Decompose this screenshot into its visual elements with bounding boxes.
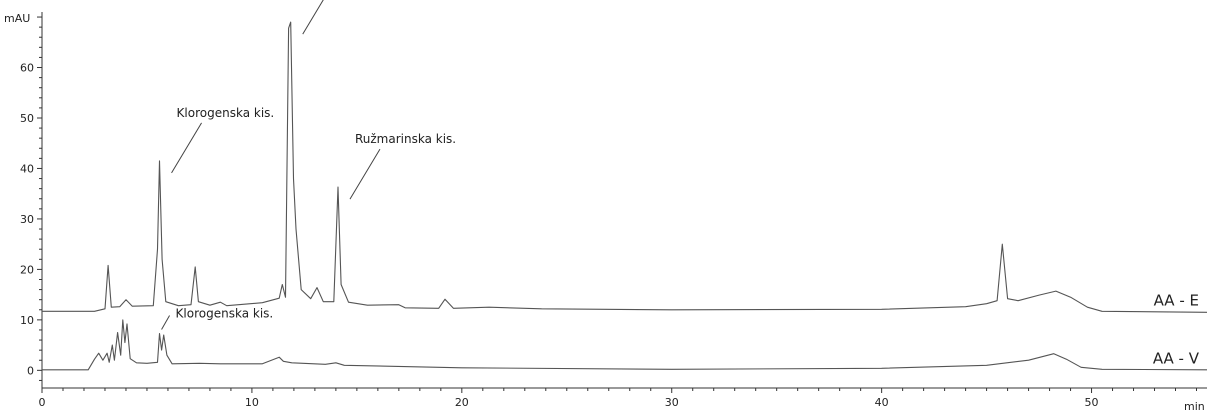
x-tick-label: 20: [455, 396, 469, 409]
series-label-aa-e: AA - E: [1154, 291, 1199, 309]
x-tick-label: 30: [665, 396, 679, 409]
y-tick-label: 10: [20, 314, 34, 327]
x-tick-label: 50: [1085, 396, 1099, 409]
series-layer: AA - E AA - V: [42, 21, 1208, 371]
y-tick-label: 50: [20, 112, 34, 125]
y-tick-label: 40: [20, 162, 34, 175]
y-axis-unit-label: mAU: [4, 12, 30, 25]
y-tick-label: 20: [20, 263, 34, 276]
x-tick-label: 40: [875, 396, 889, 409]
x-tick-label: 10: [245, 396, 259, 409]
annotation-label: Ružmarinska kis.: [355, 132, 456, 146]
axes-layer: 0 10 20 30 40 50 60 0 10 20 30 40 50: [20, 12, 1207, 409]
annotation-layer: Klorogenska kis.Ferulična kis.Ružmarinsk…: [161, 0, 456, 330]
annotation-leader-line: [171, 122, 202, 174]
annotation-leader-line: [161, 315, 170, 330]
y-tick-label: 30: [20, 213, 34, 226]
series-label-aa-v: AA - V: [1153, 349, 1200, 367]
annotation-leader-line: [302, 0, 324, 35]
y-tick-label: 60: [20, 62, 34, 75]
annotation-leader-line: [349, 148, 381, 200]
annotation-label: Klorogenska kis.: [176, 306, 274, 320]
y-tick-label: 0: [27, 364, 34, 377]
annotation-label: Klorogenska kis.: [177, 106, 275, 120]
x-tick-label: 0: [39, 396, 46, 409]
series-trace-aa-e: [42, 21, 1208, 313]
x-axis-unit-label: min: [1184, 400, 1205, 412]
series-trace-aa-v: [42, 319, 1208, 371]
